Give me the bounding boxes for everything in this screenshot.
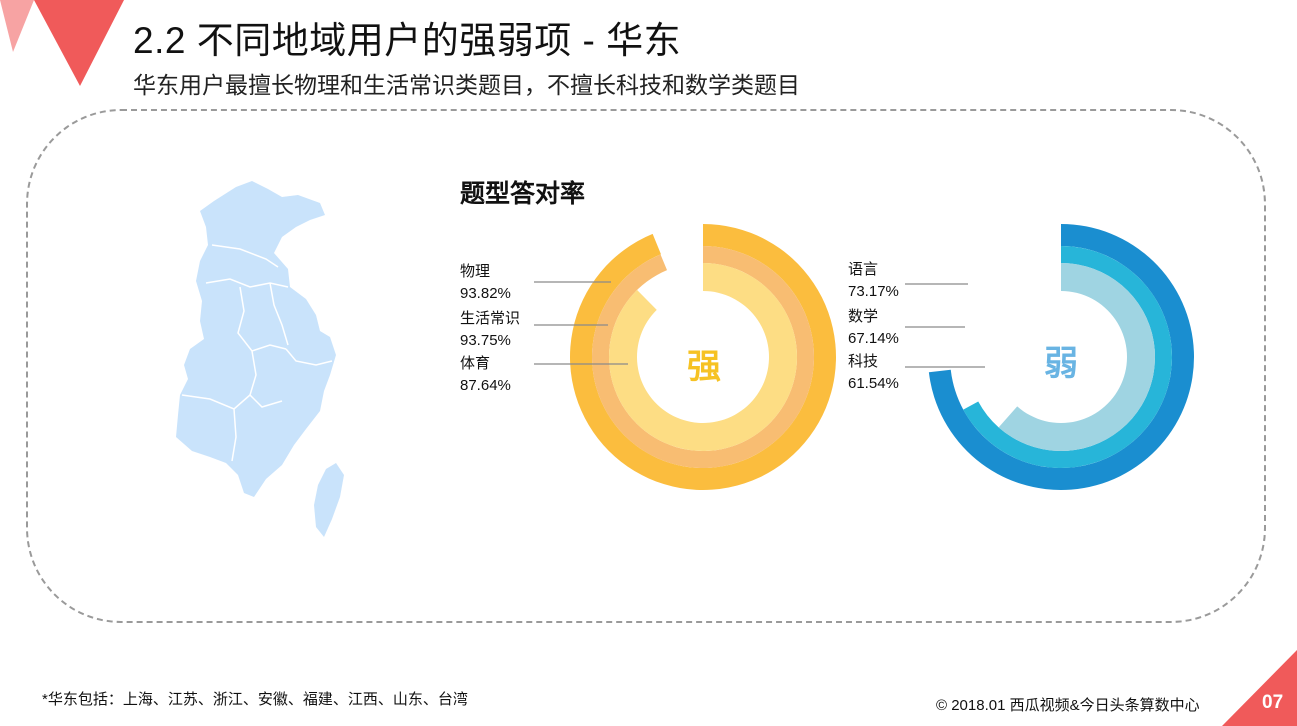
series-name: 生活常识 xyxy=(460,310,521,327)
page-corner-decoration xyxy=(1222,650,1297,726)
series-value: 73.17% xyxy=(848,283,899,300)
series-label: 科技 61.54% xyxy=(848,351,899,395)
page-title: 2.2 不同地域用户的强弱项 - 华东 xyxy=(133,20,682,61)
ring-group-weak xyxy=(905,224,1194,491)
chart-title: 题型答对率 xyxy=(460,180,586,208)
series-name: 语言 xyxy=(848,261,879,278)
ring-arc xyxy=(608,263,797,451)
center-label-weak: 弱 xyxy=(1044,345,1078,383)
red-triangle-decoration xyxy=(0,0,124,86)
series-label: 语言 73.17% xyxy=(848,259,899,303)
series-value: 93.75% xyxy=(460,332,511,349)
series-name: 体育 xyxy=(460,355,491,372)
content-panel xyxy=(26,109,1266,623)
series-value: 87.64% xyxy=(460,377,511,394)
series-label: 生活常识 93.75% xyxy=(460,308,520,352)
series-label: 数学 67.14% xyxy=(848,306,899,350)
ring-arc xyxy=(998,263,1156,451)
series-value: 93.82% xyxy=(460,285,511,302)
center-label-strong: 强 xyxy=(687,348,721,386)
copyright: © 2018.01 西瓜视频&今日头条算数中心 xyxy=(936,697,1200,714)
series-name: 物理 xyxy=(460,263,491,280)
east-china-region-map xyxy=(176,181,344,537)
series-name: 科技 xyxy=(848,353,879,370)
page-number: 07 xyxy=(1262,692,1284,713)
series-value: 61.54% xyxy=(848,375,899,392)
page-subtitle: 华东用户最擅长物理和生活常识类题目，不擅长科技和数学类题目 xyxy=(133,72,800,98)
series-value: 67.14% xyxy=(848,330,899,347)
footnote: *华东包括：上海、江苏、浙江、安徽、福建、江西、山东、台湾 xyxy=(42,691,468,708)
series-label: 体育 87.64% xyxy=(460,353,511,397)
series-name: 数学 xyxy=(848,308,879,325)
series-label: 物理 93.82% xyxy=(460,261,511,305)
ring-group-strong xyxy=(534,224,836,490)
